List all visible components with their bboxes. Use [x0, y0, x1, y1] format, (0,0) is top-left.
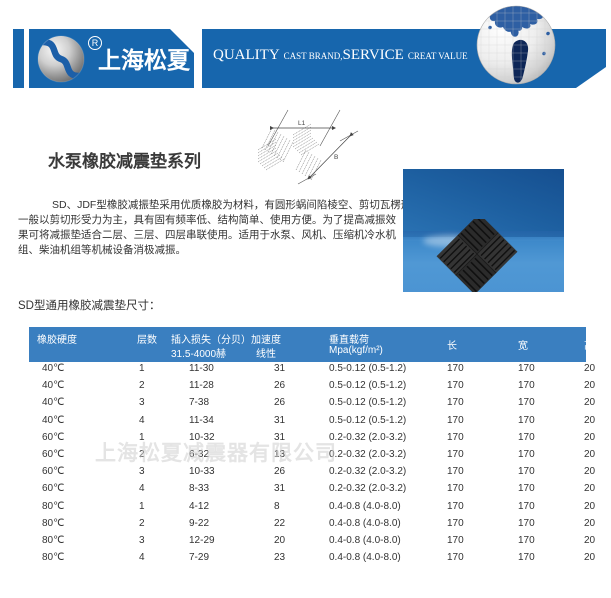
svg-text:L1: L1 — [298, 120, 306, 127]
svg-text:B: B — [334, 154, 338, 161]
